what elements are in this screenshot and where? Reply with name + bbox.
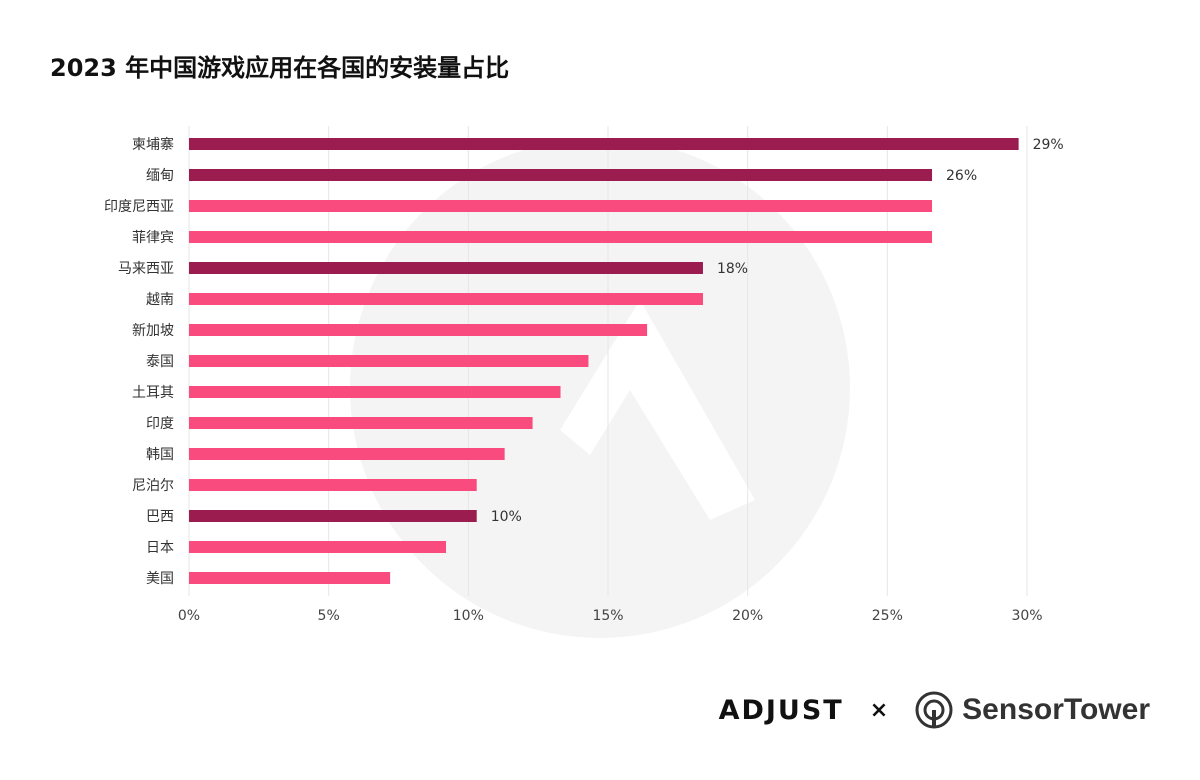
footer-logos: ADJUST × SensorTower xyxy=(719,688,1150,732)
bar xyxy=(189,324,648,336)
bar xyxy=(189,231,933,243)
data-label: 10% xyxy=(491,509,522,525)
bar xyxy=(189,510,477,522)
sensortower-logo: SensorTower xyxy=(914,690,1150,730)
bar xyxy=(189,479,477,491)
bar xyxy=(189,138,1019,150)
sensortower-wordmark: SensorTower xyxy=(962,693,1150,726)
x-tick-label: 10% xyxy=(453,608,484,624)
x-tick-label: 5% xyxy=(318,608,340,624)
category-label: 新加坡 xyxy=(132,323,174,339)
category-label: 韩国 xyxy=(146,447,174,463)
category-label: 尼泊尔 xyxy=(132,478,174,494)
bar xyxy=(189,293,703,305)
bar xyxy=(189,448,505,460)
category-label: 柬埔寨 xyxy=(132,136,174,153)
category-label: 日本 xyxy=(146,540,174,556)
bar xyxy=(189,417,533,429)
x-tick-label: 30% xyxy=(1011,608,1042,624)
bar xyxy=(189,169,933,181)
category-label: 越南 xyxy=(146,292,174,308)
category-label: 泰国 xyxy=(146,354,174,370)
adjust-logo: ADJUST xyxy=(718,694,844,726)
x-tick-label: 20% xyxy=(732,608,763,624)
category-label: 菲律宾 xyxy=(132,230,174,246)
data-label: 18% xyxy=(717,261,748,277)
category-label: 美国 xyxy=(146,571,174,587)
bar xyxy=(189,541,446,553)
category-label: 巴西 xyxy=(146,509,174,525)
x-tick-label: 15% xyxy=(592,608,623,624)
bar xyxy=(189,355,589,367)
category-label: 印度 xyxy=(146,416,174,432)
x-tick-label: 25% xyxy=(872,608,903,624)
bar-chart: 柬埔寨缅甸印度尼西亚菲律宾马来西亚越南新加坡泰国土耳其印度韩国尼泊尔巴西日本美国… xyxy=(104,126,1064,638)
category-label: 缅甸 xyxy=(146,168,174,184)
bar xyxy=(189,386,561,398)
category-label: 印度尼西亚 xyxy=(104,199,174,215)
x-tick-label: 0% xyxy=(178,608,200,624)
bar xyxy=(189,200,933,212)
bar xyxy=(189,262,703,274)
sensortower-icon xyxy=(915,691,953,729)
category-label: 马来西亚 xyxy=(118,261,174,277)
chart-title: 2023 年中国游戏应用在各国的安装量占比 xyxy=(50,54,510,82)
data-label: 26% xyxy=(946,168,977,184)
bar xyxy=(189,572,391,584)
data-label: 29% xyxy=(1033,137,1064,153)
category-label: 土耳其 xyxy=(132,385,174,401)
logo-separator: × xyxy=(869,697,889,723)
